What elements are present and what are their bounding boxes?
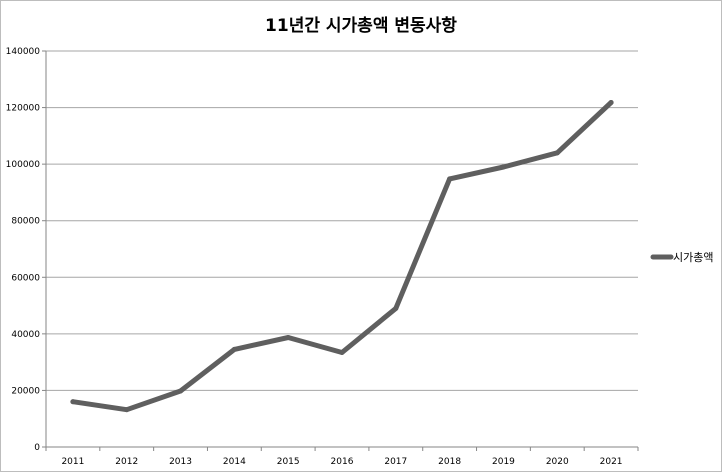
data-point-2015 [285, 335, 291, 341]
data-point-2013 [178, 388, 184, 394]
x-tick-label-2020: 2020 [546, 457, 569, 467]
gridlines [46, 50, 638, 391]
x-tick-label-2013: 2013 [169, 457, 192, 467]
x-tick-label-2011: 2011 [61, 457, 84, 467]
y-tick-label-60000: 60000 [11, 273, 40, 283]
legend: 시가총액 [650, 251, 713, 264]
data-point-2019 [500, 164, 506, 170]
data-point-2017 [393, 305, 399, 311]
data-point-2014 [231, 346, 237, 352]
x-tick-label-2016: 2016 [331, 457, 354, 467]
y-tick-label-40000: 40000 [11, 330, 40, 340]
x-tick-label-2021: 2021 [600, 457, 623, 467]
x-tick-label-2015: 2015 [277, 457, 300, 467]
y-tick-label-80000: 80000 [11, 217, 40, 227]
x-tick-label-2014: 2014 [223, 457, 246, 467]
chart-title: 11년간 시가총액 변동사항 [265, 16, 457, 36]
x-axis: 2011 2012 2013 2014 2015 2016 2017 2018 2019 2020… [45, 446, 639, 467]
y-tick-label-140000: 140000 [6, 47, 41, 57]
x-tick-label-2018: 2018 [438, 457, 461, 467]
data-point-2012 [124, 407, 130, 413]
data-point-2021 [608, 99, 614, 105]
data-point-2016 [339, 350, 345, 356]
x-tick-label-2019: 2019 [492, 457, 515, 467]
y-tick-label-0: 0 [34, 443, 40, 453]
data-point-2018 [447, 176, 453, 182]
legend-label-0: 시가총액 [673, 251, 713, 264]
y-tick-label-100000: 100000 [6, 160, 41, 170]
y-tick-label-120000: 120000 [6, 104, 41, 114]
y-tick-label-20000: 20000 [11, 386, 40, 396]
x-tick-label-2012: 2012 [115, 457, 138, 467]
y-axis: 0 20000 40000 60000 80000 100000 120000 140000 [6, 47, 47, 453]
data-point-2011 [70, 399, 76, 405]
series-line-0 [70, 100, 614, 413]
x-tick-label-2017: 2017 [384, 457, 407, 467]
series-layer [70, 99, 614, 413]
data-point-2020 [554, 150, 560, 156]
